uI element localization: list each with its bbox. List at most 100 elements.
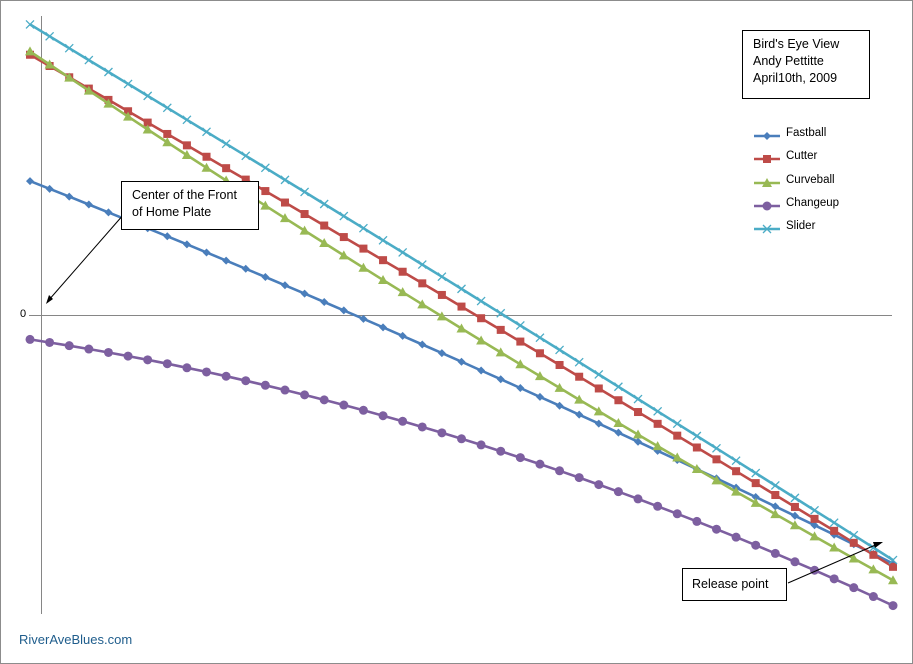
slider-point xyxy=(555,345,565,355)
curveball-point xyxy=(593,406,604,416)
fastball-point xyxy=(241,264,250,273)
cutter-point xyxy=(771,491,780,500)
legend-label: Changeup xyxy=(786,196,840,209)
fastball-point xyxy=(457,357,466,366)
changeup-point xyxy=(358,405,368,415)
slider-point xyxy=(437,272,447,282)
cutter-point xyxy=(202,152,211,161)
fastball-point xyxy=(339,306,348,315)
legend-marker-slider xyxy=(762,224,772,234)
changeup-point xyxy=(692,516,702,526)
curveball-point xyxy=(279,213,290,223)
fastball-point xyxy=(163,232,172,241)
slider-point xyxy=(378,235,388,245)
cutter-point xyxy=(575,372,584,381)
cutter-point xyxy=(869,550,878,559)
cutter-point xyxy=(124,107,133,116)
slider-point xyxy=(143,91,153,101)
fastball-point xyxy=(202,248,211,257)
changeup-point xyxy=(182,363,192,373)
curveball-point xyxy=(633,429,644,439)
fastball-point xyxy=(437,349,446,358)
slider-point xyxy=(64,43,74,53)
changeup-point xyxy=(672,509,682,519)
release-point-arrowhead xyxy=(873,542,883,548)
cutter-point xyxy=(634,408,643,417)
cutter-point xyxy=(437,290,446,299)
fastball-point xyxy=(182,240,191,249)
curveball-point xyxy=(25,46,35,56)
slider-point xyxy=(613,382,623,392)
slider-point xyxy=(162,103,172,113)
changeup-point xyxy=(417,422,427,432)
slider-point xyxy=(260,163,270,173)
slider-point xyxy=(300,187,310,197)
curveball-point xyxy=(103,98,114,108)
changeup-point xyxy=(555,466,565,476)
fastball-point xyxy=(771,502,780,511)
fastball-point xyxy=(300,289,309,298)
changeup-point xyxy=(574,473,584,483)
cutter-point xyxy=(261,187,270,196)
footer-credit: RiverAveBlues.com xyxy=(19,632,133,647)
annotation-line: of Home Plate xyxy=(132,205,212,219)
slider-point xyxy=(417,260,427,270)
fastball-point xyxy=(477,366,486,375)
cutter-point xyxy=(653,419,662,428)
cutter-point xyxy=(477,314,486,323)
changeup-point xyxy=(849,583,859,593)
cutter-point xyxy=(359,244,368,253)
slider-point xyxy=(457,284,466,294)
fastball-point xyxy=(280,281,289,290)
chart-title-line: Bird's Eye View xyxy=(753,37,840,51)
curveball-point xyxy=(378,274,389,284)
changeup-point xyxy=(143,355,153,365)
y-tick-label: 0 xyxy=(20,308,27,320)
changeup-point xyxy=(103,347,113,357)
slider-point xyxy=(888,555,898,565)
curveball-point xyxy=(888,575,898,585)
changeup-point xyxy=(770,548,780,558)
curveball-point xyxy=(456,323,467,333)
curveball-point xyxy=(142,124,153,134)
curveball-point xyxy=(574,394,585,404)
curveball-point xyxy=(848,553,859,563)
curveball-point xyxy=(515,359,526,369)
slider-point xyxy=(829,518,839,528)
fastball-point xyxy=(45,184,54,193)
slider-point xyxy=(182,115,192,125)
legend: Fastball Cutter Curveball Changeup Slider xyxy=(752,126,892,242)
legend-label: Cutter xyxy=(786,150,818,163)
slider-point xyxy=(574,357,584,367)
cutter-point xyxy=(535,349,544,358)
slider-point xyxy=(221,139,231,149)
slider-point xyxy=(810,505,820,515)
fastball-series xyxy=(26,177,897,568)
curveball-point xyxy=(554,382,565,392)
slider-point xyxy=(476,296,486,306)
changeup-point xyxy=(633,494,643,504)
curveball-point xyxy=(868,564,879,574)
slider-point xyxy=(280,175,290,185)
cutter-point xyxy=(280,198,289,207)
slider-point xyxy=(84,55,94,65)
slider-point xyxy=(653,406,663,416)
changeup-point xyxy=(319,395,329,405)
fastball-point xyxy=(555,401,564,410)
fastball-point xyxy=(222,256,231,265)
changeup-point xyxy=(437,428,447,438)
curveball-point xyxy=(83,85,94,95)
slider-point xyxy=(849,530,859,540)
slider-point xyxy=(672,419,682,429)
curveball-point xyxy=(691,463,702,473)
legend-marker-curveball xyxy=(762,177,772,187)
changeup-point xyxy=(476,440,486,450)
slider-point xyxy=(398,247,408,257)
slider-point xyxy=(358,223,368,233)
slider-point xyxy=(339,211,349,221)
curveball-point xyxy=(338,250,349,260)
cutter-point xyxy=(241,175,250,184)
curveball-point xyxy=(613,417,624,427)
slider-point xyxy=(25,19,35,29)
cutter-point xyxy=(889,562,897,571)
